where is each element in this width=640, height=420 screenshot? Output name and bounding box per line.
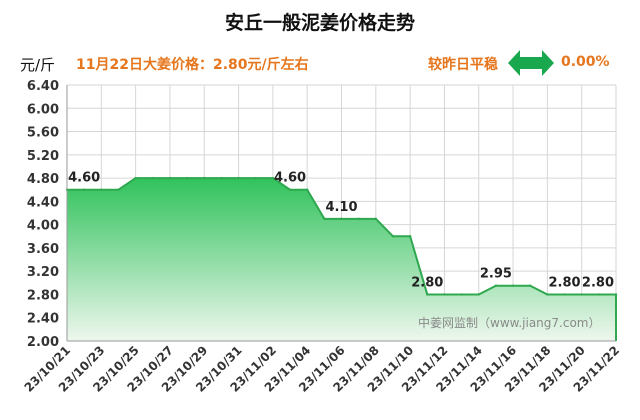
price-point [529, 284, 532, 287]
price-point [237, 176, 240, 180]
data-labels: 4.60 4.604.102.802.952.80 2.80 [68, 171, 614, 291]
price-point [288, 188, 292, 191]
price-point [494, 284, 498, 287]
y-tick-label: 6.00 [27, 102, 59, 117]
data-label: 2.80 [411, 275, 443, 290]
price-point [511, 284, 515, 287]
price-point [271, 176, 275, 180]
y-tick-label: 4.80 [27, 172, 59, 187]
price-point [597, 293, 601, 296]
watermark: 中姜网监制（www.jiang7.com） [418, 315, 600, 330]
data-label: 2.80 [548, 275, 580, 290]
price-point [357, 217, 360, 221]
data-label: 4.60 [274, 171, 306, 186]
price-point [477, 293, 480, 296]
price-point [220, 176, 223, 180]
price-point [563, 293, 566, 296]
price-point [408, 235, 412, 238]
price-area-fill [67, 178, 616, 341]
compare-text: 较昨日平稳 [428, 57, 498, 73]
chart-title: 安丘一般泥姜价格走势 [224, 12, 415, 34]
price-point [323, 217, 326, 221]
y-tick-label: 4.00 [27, 219, 59, 234]
price-point [134, 176, 137, 180]
y-tick-label: 6.40 [27, 79, 59, 94]
data-label: 2.95 [480, 267, 512, 282]
price-point [391, 235, 395, 238]
data-label: 2.80 [582, 275, 614, 290]
y-axis-unit: 元/斤 [20, 56, 56, 74]
y-tick-label: 5.20 [27, 149, 59, 164]
price-point [426, 293, 429, 296]
price-point [168, 176, 172, 180]
price-point [580, 293, 583, 296]
y-tick-label: 3.20 [27, 265, 59, 280]
price-point [374, 217, 378, 221]
price-point [100, 188, 103, 191]
price-point [254, 176, 257, 180]
price-point [460, 293, 463, 296]
y-tick-label: 5.60 [27, 126, 59, 141]
change-percent: 0.00% [561, 54, 610, 70]
y-tick-label: 3.60 [27, 242, 59, 257]
price-point [443, 293, 446, 296]
y-tick-label: 4.40 [27, 195, 59, 210]
y-tick-label: 2.00 [27, 335, 59, 350]
data-label: 4.60 [68, 171, 100, 186]
price-point [82, 188, 86, 191]
current-price-text: 11月22日大姜价格：2.80元/斤左右 [76, 57, 309, 73]
price-series [65, 176, 618, 341]
price-point [614, 293, 618, 296]
price-point [340, 217, 343, 221]
left-right-arrow-icon [508, 50, 554, 76]
price-point [185, 176, 189, 180]
price-point [203, 176, 206, 180]
y-tick-label: 2.80 [27, 288, 59, 303]
y-tick-label: 2.40 [27, 312, 59, 327]
price-point [305, 188, 309, 191]
data-label: 4.10 [325, 200, 357, 215]
price-point [546, 293, 549, 296]
price-point [117, 188, 120, 191]
price-point [151, 176, 154, 180]
